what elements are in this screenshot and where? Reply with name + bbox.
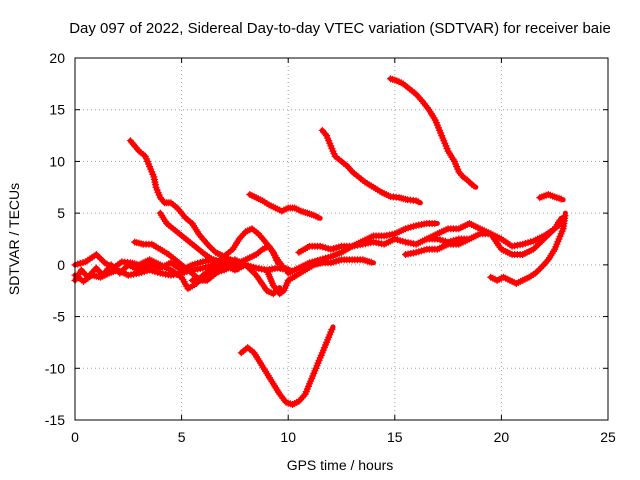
- series-track-s: [536, 191, 566, 203]
- data-point: [536, 265, 544, 272]
- data-point: [532, 269, 539, 277]
- x-tick-label: 0: [71, 429, 79, 445]
- data-point: [531, 244, 539, 252]
- data-point: [94, 252, 102, 260]
- x-tick-label: 10: [280, 429, 296, 445]
- y-axis-label: SDTVAR / TECUs: [6, 183, 22, 295]
- y-tick-label: -15: [45, 412, 65, 428]
- y-tick-label: 5: [57, 205, 65, 221]
- data-point: [97, 256, 105, 263]
- y-tick-label: 0: [57, 257, 65, 273]
- data-point: [99, 257, 107, 265]
- y-tick-label: -5: [53, 309, 66, 325]
- data-point: [159, 197, 167, 205]
- data-point: [121, 264, 129, 272]
- series-track-k: [295, 235, 472, 256]
- data-point: [367, 258, 375, 266]
- chart-title: Day 097 of 2022, Sidereal Day-to-day VTE…: [69, 20, 611, 37]
- plot-frame: [74, 57, 609, 421]
- data-point: [557, 195, 565, 203]
- data-point: [269, 290, 277, 298]
- series-track-c: [71, 251, 283, 298]
- data-point: [207, 244, 215, 252]
- x-tick-label: 25: [600, 429, 616, 445]
- data-point: [180, 213, 188, 221]
- series-track-l: [246, 191, 323, 221]
- series-track-h: [188, 242, 280, 284]
- data-point: [134, 145, 141, 153]
- tick-labels: 0 5 10 15 20 25 -15 -10 -5 0 5 10 15 20: [45, 50, 616, 445]
- y-tick-label: 20: [49, 50, 65, 66]
- data-point: [205, 242, 213, 250]
- y-tick-label: -10: [45, 360, 65, 376]
- data-point: [431, 220, 439, 227]
- y-tick-label: 15: [49, 102, 65, 118]
- data-point: [458, 171, 466, 179]
- x-tick-label: 5: [178, 429, 186, 445]
- data-point: [414, 198, 422, 206]
- data-point: [96, 254, 104, 262]
- data-point: [328, 326, 336, 333]
- data-point: [470, 182, 478, 190]
- series-track-q: [423, 215, 564, 250]
- plot-data: [71, 75, 569, 408]
- series-track-n: [387, 75, 479, 190]
- data-point: [535, 266, 543, 274]
- data-point: [210, 247, 218, 255]
- x-tick-label: 15: [387, 429, 403, 445]
- x-axis-label: GPS time / hours: [287, 457, 394, 473]
- y-tick-label: 10: [49, 153, 65, 169]
- series-track-o: [237, 324, 336, 408]
- data-point: [198, 233, 205, 241]
- data-point: [561, 212, 569, 220]
- data-point: [92, 251, 100, 258]
- data-point: [533, 268, 541, 276]
- data-point: [314, 213, 322, 221]
- series-track-m: [318, 126, 423, 206]
- data-point: [249, 268, 257, 276]
- data-point: [273, 256, 280, 264]
- series-track-r: [487, 210, 569, 287]
- x-tick-label: 20: [494, 429, 510, 445]
- series-track-i: [263, 256, 376, 298]
- data-point: [209, 245, 216, 253]
